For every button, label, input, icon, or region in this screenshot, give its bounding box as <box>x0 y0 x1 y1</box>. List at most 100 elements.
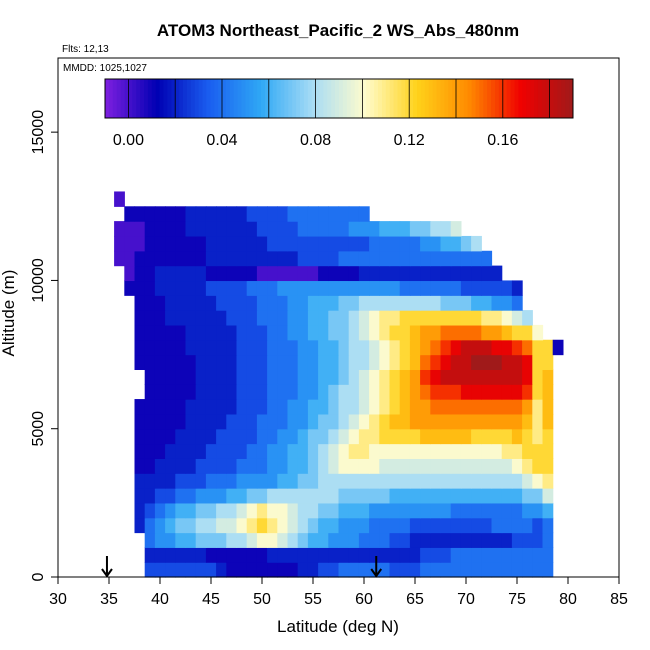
heatmap-cell <box>501 562 513 578</box>
colorbar-swatch <box>389 79 395 118</box>
heatmap-cell <box>471 265 482 282</box>
heatmap-cell <box>267 428 278 445</box>
heatmap-cell <box>471 547 482 563</box>
heatmap-cell <box>297 502 309 519</box>
heatmap-cell <box>338 354 350 370</box>
heatmap-cell <box>399 473 411 489</box>
heatmap-cell <box>226 295 238 311</box>
heatmap-cell <box>328 428 340 445</box>
colorbar-swatch <box>225 79 231 118</box>
heatmap-cell <box>307 458 319 474</box>
heatmap-cell <box>440 295 452 311</box>
heatmap-cell <box>358 562 370 578</box>
heatmap-cell <box>532 413 544 430</box>
heatmap-cell <box>532 517 544 534</box>
heatmap-cell <box>348 517 360 534</box>
heatmap-cell <box>297 413 309 430</box>
heatmap-cell <box>460 235 472 252</box>
heatmap-cell <box>522 354 533 370</box>
heatmap-cell <box>277 339 289 356</box>
heatmap-cell <box>144 384 156 400</box>
heatmap-cell <box>175 502 187 519</box>
heatmap-cell <box>389 517 401 534</box>
heatmap-cell <box>226 221 238 237</box>
heatmap-cell <box>511 532 523 548</box>
colorbar-swatch <box>147 79 153 118</box>
heatmap-cell <box>358 399 370 415</box>
heatmap-cell <box>165 221 176 237</box>
heatmap-cell <box>307 517 319 534</box>
heatmap-cell <box>348 428 360 445</box>
heatmap-cell <box>144 443 156 459</box>
heatmap-cell <box>236 399 248 415</box>
heatmap-cell <box>440 428 452 445</box>
heatmap-cell <box>318 295 329 311</box>
heatmap-cell <box>307 488 319 504</box>
heatmap-cell <box>144 235 156 252</box>
colorbar-swatch <box>327 79 332 118</box>
heatmap-cell <box>328 532 340 548</box>
heatmap-cell <box>552 339 564 356</box>
heatmap-cell <box>277 265 289 282</box>
heatmap-cell <box>256 310 268 326</box>
heatmap-cell <box>287 250 299 267</box>
heatmap-cell <box>471 517 482 534</box>
heatmap-cell <box>175 339 187 356</box>
heatmap-cell <box>460 310 472 326</box>
heatmap-cell <box>175 369 187 385</box>
heatmap-cell <box>430 324 442 341</box>
heatmap-cell <box>481 488 493 504</box>
heatmap-cell <box>440 265 452 282</box>
heatmap-cell <box>430 295 442 311</box>
heatmap-cell <box>195 458 207 474</box>
heatmap-cell <box>409 221 421 237</box>
heatmap-cell <box>532 458 544 474</box>
heatmap-cell <box>205 428 217 445</box>
heatmap-cell <box>124 250 136 267</box>
heatmap-cell <box>348 399 360 415</box>
heatmap-cell <box>481 458 493 474</box>
heatmap-cell <box>450 413 462 430</box>
heatmap-cell <box>471 428 482 445</box>
heatmap-cell <box>522 473 533 489</box>
heatmap-cell <box>389 354 401 370</box>
heatmap-cell <box>358 502 370 519</box>
heatmap-cell <box>328 235 340 252</box>
heatmap-cell <box>369 413 380 430</box>
heatmap-cell <box>440 280 452 296</box>
heatmap-cell <box>511 339 523 356</box>
heatmap-cell <box>287 265 299 282</box>
heatmap-cell <box>399 502 411 519</box>
heatmap-cell <box>185 443 197 459</box>
heatmap-cell <box>491 428 503 445</box>
colorbar-swatch <box>194 79 200 118</box>
colorbar-swatch <box>241 79 246 118</box>
colorbar-swatch <box>257 79 262 118</box>
colorbar-swatch <box>417 79 422 118</box>
colorbar-swatch <box>428 79 434 118</box>
colorbar-swatch <box>397 79 402 118</box>
heatmap-cell <box>420 221 431 237</box>
heatmap-cell <box>379 399 391 415</box>
heatmap-cell <box>532 339 544 356</box>
colorbar-swatch <box>198 79 203 118</box>
heatmap-cell <box>175 206 187 222</box>
heatmap-cell <box>216 354 227 370</box>
x-tick-label: 40 <box>151 591 169 608</box>
heatmap-cell <box>420 384 431 400</box>
heatmap-cell <box>389 458 401 474</box>
heatmap-cell <box>481 502 493 519</box>
heatmap-cell <box>175 517 187 534</box>
heatmap-cell <box>165 562 176 578</box>
heatmap-cell <box>277 428 289 445</box>
heatmap-cell <box>471 443 482 459</box>
colorbar-swatch <box>253 79 258 118</box>
heatmap-cell <box>542 399 554 415</box>
heatmap-cell <box>532 547 544 563</box>
colorbar-swatch <box>541 79 547 118</box>
heatmap-cell <box>358 473 370 489</box>
heatmap-cell <box>399 562 411 578</box>
heatmap-cell <box>267 413 278 430</box>
heatmap-cell <box>267 562 278 578</box>
heatmap-cell <box>246 310 258 326</box>
